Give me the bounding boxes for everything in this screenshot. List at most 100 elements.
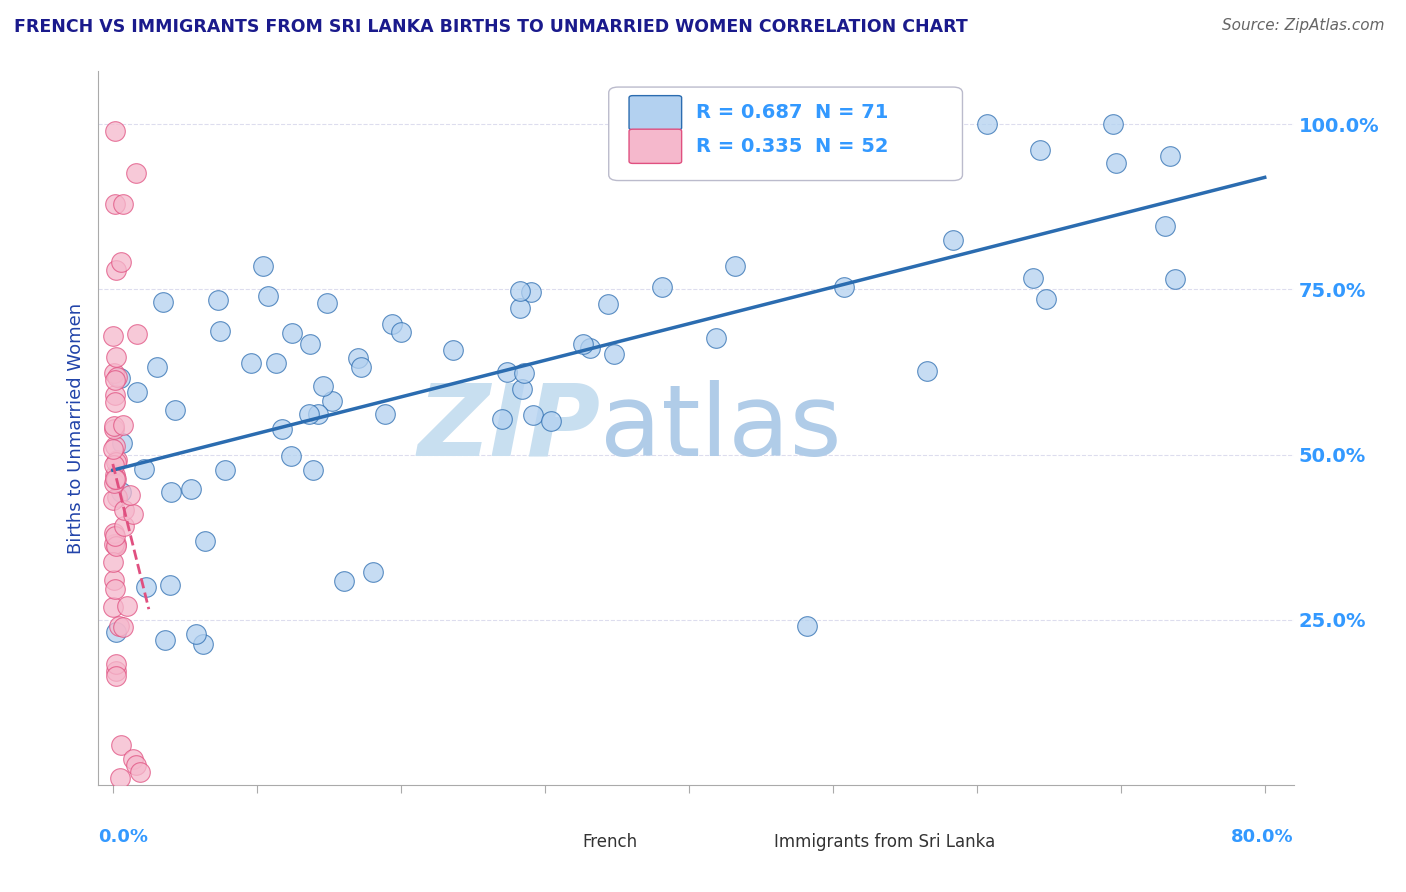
- Point: [104, 539, 127, 553]
- Point: [129, 764, 152, 779]
- Point: [298, 407, 321, 421]
- Point: [651, 280, 673, 294]
- Point: [522, 409, 544, 423]
- Point: [915, 364, 938, 378]
- Point: [180, 483, 202, 497]
- Point: [101, 600, 124, 615]
- Text: atlas: atlas: [600, 380, 842, 476]
- Point: [252, 259, 274, 273]
- Text: FRENCH VS IMMIGRANTS FROM SRI LANKA BIRTHS TO UNMARRIED WOMEN CORRELATION CHART: FRENCH VS IMMIGRANTS FROM SRI LANKA BIRT…: [14, 18, 967, 36]
- Point: [264, 356, 287, 370]
- Point: [299, 337, 322, 351]
- Point: [491, 412, 513, 426]
- Text: N = 52: N = 52: [815, 136, 889, 156]
- Point: [942, 233, 965, 247]
- Point: [496, 365, 519, 379]
- Point: [512, 382, 534, 396]
- Point: [579, 341, 602, 355]
- Point: [110, 436, 132, 450]
- Point: [332, 574, 354, 589]
- Point: [152, 294, 174, 309]
- Point: [191, 637, 214, 651]
- Point: [1105, 155, 1128, 169]
- Point: [103, 574, 125, 588]
- Point: [207, 293, 229, 307]
- Point: [441, 343, 464, 358]
- Point: [603, 347, 626, 361]
- Y-axis label: Births to Unmarried Women: Births to Unmarried Women: [66, 302, 84, 554]
- Point: [103, 366, 125, 380]
- FancyBboxPatch shape: [537, 829, 578, 856]
- Point: [122, 507, 145, 521]
- Point: [1028, 143, 1050, 157]
- Point: [104, 582, 127, 596]
- Point: [104, 395, 127, 409]
- Point: [1101, 117, 1123, 131]
- Point: [389, 325, 412, 339]
- Point: [104, 529, 127, 543]
- FancyBboxPatch shape: [609, 87, 963, 180]
- Point: [103, 537, 125, 551]
- Text: Source: ZipAtlas.com: Source: ZipAtlas.com: [1222, 18, 1385, 33]
- Point: [105, 370, 128, 384]
- Point: [115, 599, 138, 613]
- Point: [104, 388, 127, 402]
- Point: [103, 422, 125, 436]
- Point: [103, 458, 125, 472]
- Point: [214, 463, 236, 477]
- Point: [104, 472, 127, 486]
- FancyBboxPatch shape: [728, 829, 769, 856]
- Point: [1164, 272, 1187, 286]
- Point: [159, 484, 181, 499]
- Text: Immigrants from Sri Lanka: Immigrants from Sri Lanka: [773, 833, 995, 851]
- Point: [1035, 293, 1057, 307]
- Point: [104, 439, 127, 453]
- Point: [572, 337, 595, 351]
- Point: [312, 378, 335, 392]
- Point: [316, 296, 339, 310]
- Point: [112, 619, 135, 633]
- Point: [145, 360, 167, 375]
- Point: [520, 285, 543, 300]
- Point: [194, 534, 217, 549]
- Point: [110, 485, 132, 500]
- Point: [163, 403, 186, 417]
- Point: [540, 414, 562, 428]
- Point: [112, 518, 135, 533]
- Text: 80.0%: 80.0%: [1230, 828, 1294, 846]
- Point: [361, 566, 384, 580]
- Point: [104, 124, 127, 138]
- Text: French: French: [582, 833, 637, 851]
- Point: [512, 366, 534, 380]
- Text: ZIP: ZIP: [418, 380, 600, 476]
- Point: [105, 537, 128, 551]
- Point: [1022, 271, 1045, 285]
- Point: [127, 326, 149, 341]
- Point: [132, 461, 155, 475]
- Point: [307, 408, 329, 422]
- Point: [976, 118, 998, 132]
- Point: [509, 301, 531, 316]
- Point: [111, 197, 134, 211]
- Point: [350, 359, 373, 374]
- Point: [1154, 219, 1177, 234]
- Point: [125, 758, 148, 772]
- Point: [321, 393, 343, 408]
- Point: [103, 419, 125, 434]
- Point: [112, 417, 135, 432]
- Point: [104, 262, 127, 277]
- Text: 0.0%: 0.0%: [98, 828, 149, 846]
- Point: [834, 280, 856, 294]
- Point: [281, 326, 304, 340]
- FancyBboxPatch shape: [628, 129, 682, 163]
- Point: [104, 625, 127, 640]
- Point: [704, 330, 727, 344]
- Point: [101, 328, 124, 343]
- Point: [374, 407, 396, 421]
- Text: R = 0.687: R = 0.687: [696, 103, 803, 122]
- Point: [105, 664, 128, 678]
- Point: [240, 356, 263, 370]
- Point: [381, 317, 404, 331]
- Point: [108, 772, 131, 786]
- Point: [256, 289, 278, 303]
